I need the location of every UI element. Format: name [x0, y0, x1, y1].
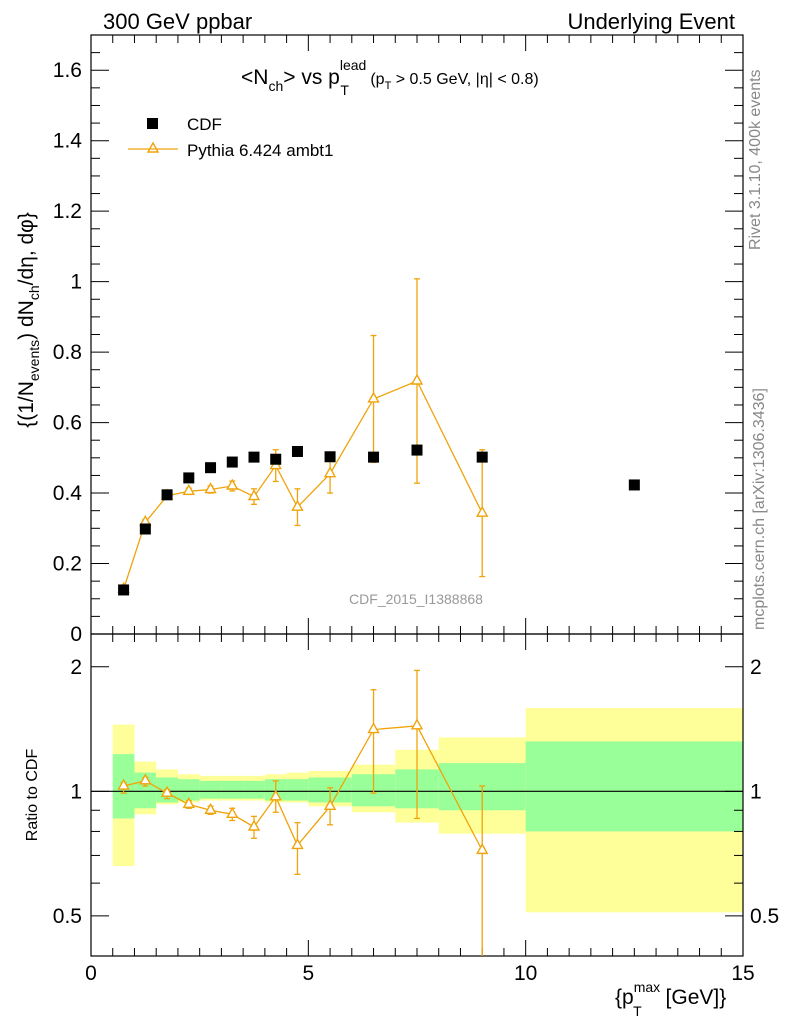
plot-title: <Nch> vs plead T (pT > 0.5 GeV, |η| < 0.8…	[241, 57, 539, 98]
ratio-mc-point	[204, 802, 217, 814]
legend-data-label: CDF	[187, 115, 222, 134]
cdf-point	[183, 472, 195, 484]
cdf-point	[248, 451, 260, 463]
x-tick-label: 15	[731, 962, 754, 985]
ratio-mc-series	[117, 669, 489, 956]
mc-point	[410, 373, 424, 385]
ratio-mc-point	[367, 722, 380, 734]
ratio-mc-point	[139, 773, 152, 785]
band-inner	[243, 780, 265, 799]
y-tick-label-main: 1.2	[53, 200, 82, 223]
y-axis-label-ratio: Ratio to CDF	[24, 749, 41, 842]
y-tick-label-main: 1.4	[53, 130, 83, 153]
mc-point	[323, 466, 337, 478]
ratio-mc-point	[160, 785, 174, 797]
band-inner	[177, 779, 200, 801]
cdf-point	[411, 444, 423, 456]
cdf-point	[628, 479, 640, 491]
ratio-mc-point	[117, 778, 130, 790]
y-tick-label-ratio-left: 1	[70, 780, 82, 803]
cdf-point	[324, 451, 336, 463]
cdf-point	[476, 451, 488, 463]
mc-line	[122, 380, 483, 590]
mc-point	[476, 505, 489, 517]
y-tick-label-ratio-right: 2	[750, 656, 762, 679]
y-tick-label-main: 0	[70, 623, 82, 646]
y-tick-label-main: 1	[70, 271, 82, 294]
band-inner	[199, 780, 222, 799]
ratio-uncertainty-bands	[112, 707, 743, 913]
header-left: 300 GeV ppbar	[103, 9, 252, 34]
cdf-point	[291, 445, 303, 457]
ratio-mc-point	[323, 798, 337, 811]
ratio-mc-point	[410, 718, 424, 730]
y-tick-label-main: 0.2	[53, 553, 82, 576]
ratio-mc-point	[226, 806, 239, 819]
mc-point	[291, 499, 304, 511]
y-tick-label-ratio-right: 1	[750, 780, 762, 803]
ratio-mc-point	[476, 842, 489, 855]
legend-mc-marker	[146, 141, 160, 153]
main-cdf-series	[118, 444, 640, 596]
x-tick-label: 10	[514, 962, 537, 985]
mc-point	[226, 478, 239, 490]
band-inner	[525, 741, 743, 832]
legend-mc-label: Pythia 6.424 ambt1	[187, 141, 333, 160]
analysis-watermark: CDF_2015_I1388868	[349, 591, 483, 607]
x-tick-label: 0	[85, 962, 97, 985]
y-tick-label-main: 1.6	[53, 59, 82, 82]
header-right: Underlying Event	[567, 9, 735, 34]
mc-point	[367, 391, 380, 403]
y-tick-label-ratio-left: 2	[70, 656, 82, 679]
mcplots-info: mcplots.cern.ch [arXiv:1306.3436]	[751, 388, 768, 630]
y-tick-label-ratio-right: 0.5	[750, 905, 779, 928]
y-tick-label-main: 0.6	[53, 412, 82, 435]
mc-point	[204, 482, 217, 494]
cdf-point	[226, 456, 238, 468]
cdf-point	[270, 453, 282, 465]
main-mc-series	[117, 278, 489, 593]
x-axis-label: {pmax T [GeV]}	[615, 979, 726, 1019]
cdf-point	[205, 462, 217, 474]
y-axis-label-main: {(1/Nevents) dNch/dη, dφ}	[15, 212, 42, 428]
ratio-mc-point	[182, 796, 195, 809]
band-inner	[221, 780, 244, 799]
cdf-point	[368, 451, 380, 463]
rivet-info: Rivet 3.1.10, 400k events	[747, 69, 764, 250]
legend-data-marker	[147, 118, 158, 129]
y-tick-label-ratio-left: 0.5	[53, 905, 82, 928]
ratio-mc-point	[247, 819, 261, 831]
cdf-point	[139, 523, 151, 535]
band-inner	[286, 779, 309, 801]
y-tick-label-main: 0.8	[53, 341, 82, 364]
cdf-point	[118, 584, 130, 596]
ratio-mc-point	[269, 789, 282, 801]
mc-point	[247, 489, 261, 501]
cdf-point	[161, 489, 173, 501]
ratio-mc-point	[291, 838, 304, 850]
mc-point	[182, 483, 195, 495]
x-tick-label: 5	[302, 962, 314, 985]
y-tick-label-main: 0.4	[53, 482, 83, 505]
